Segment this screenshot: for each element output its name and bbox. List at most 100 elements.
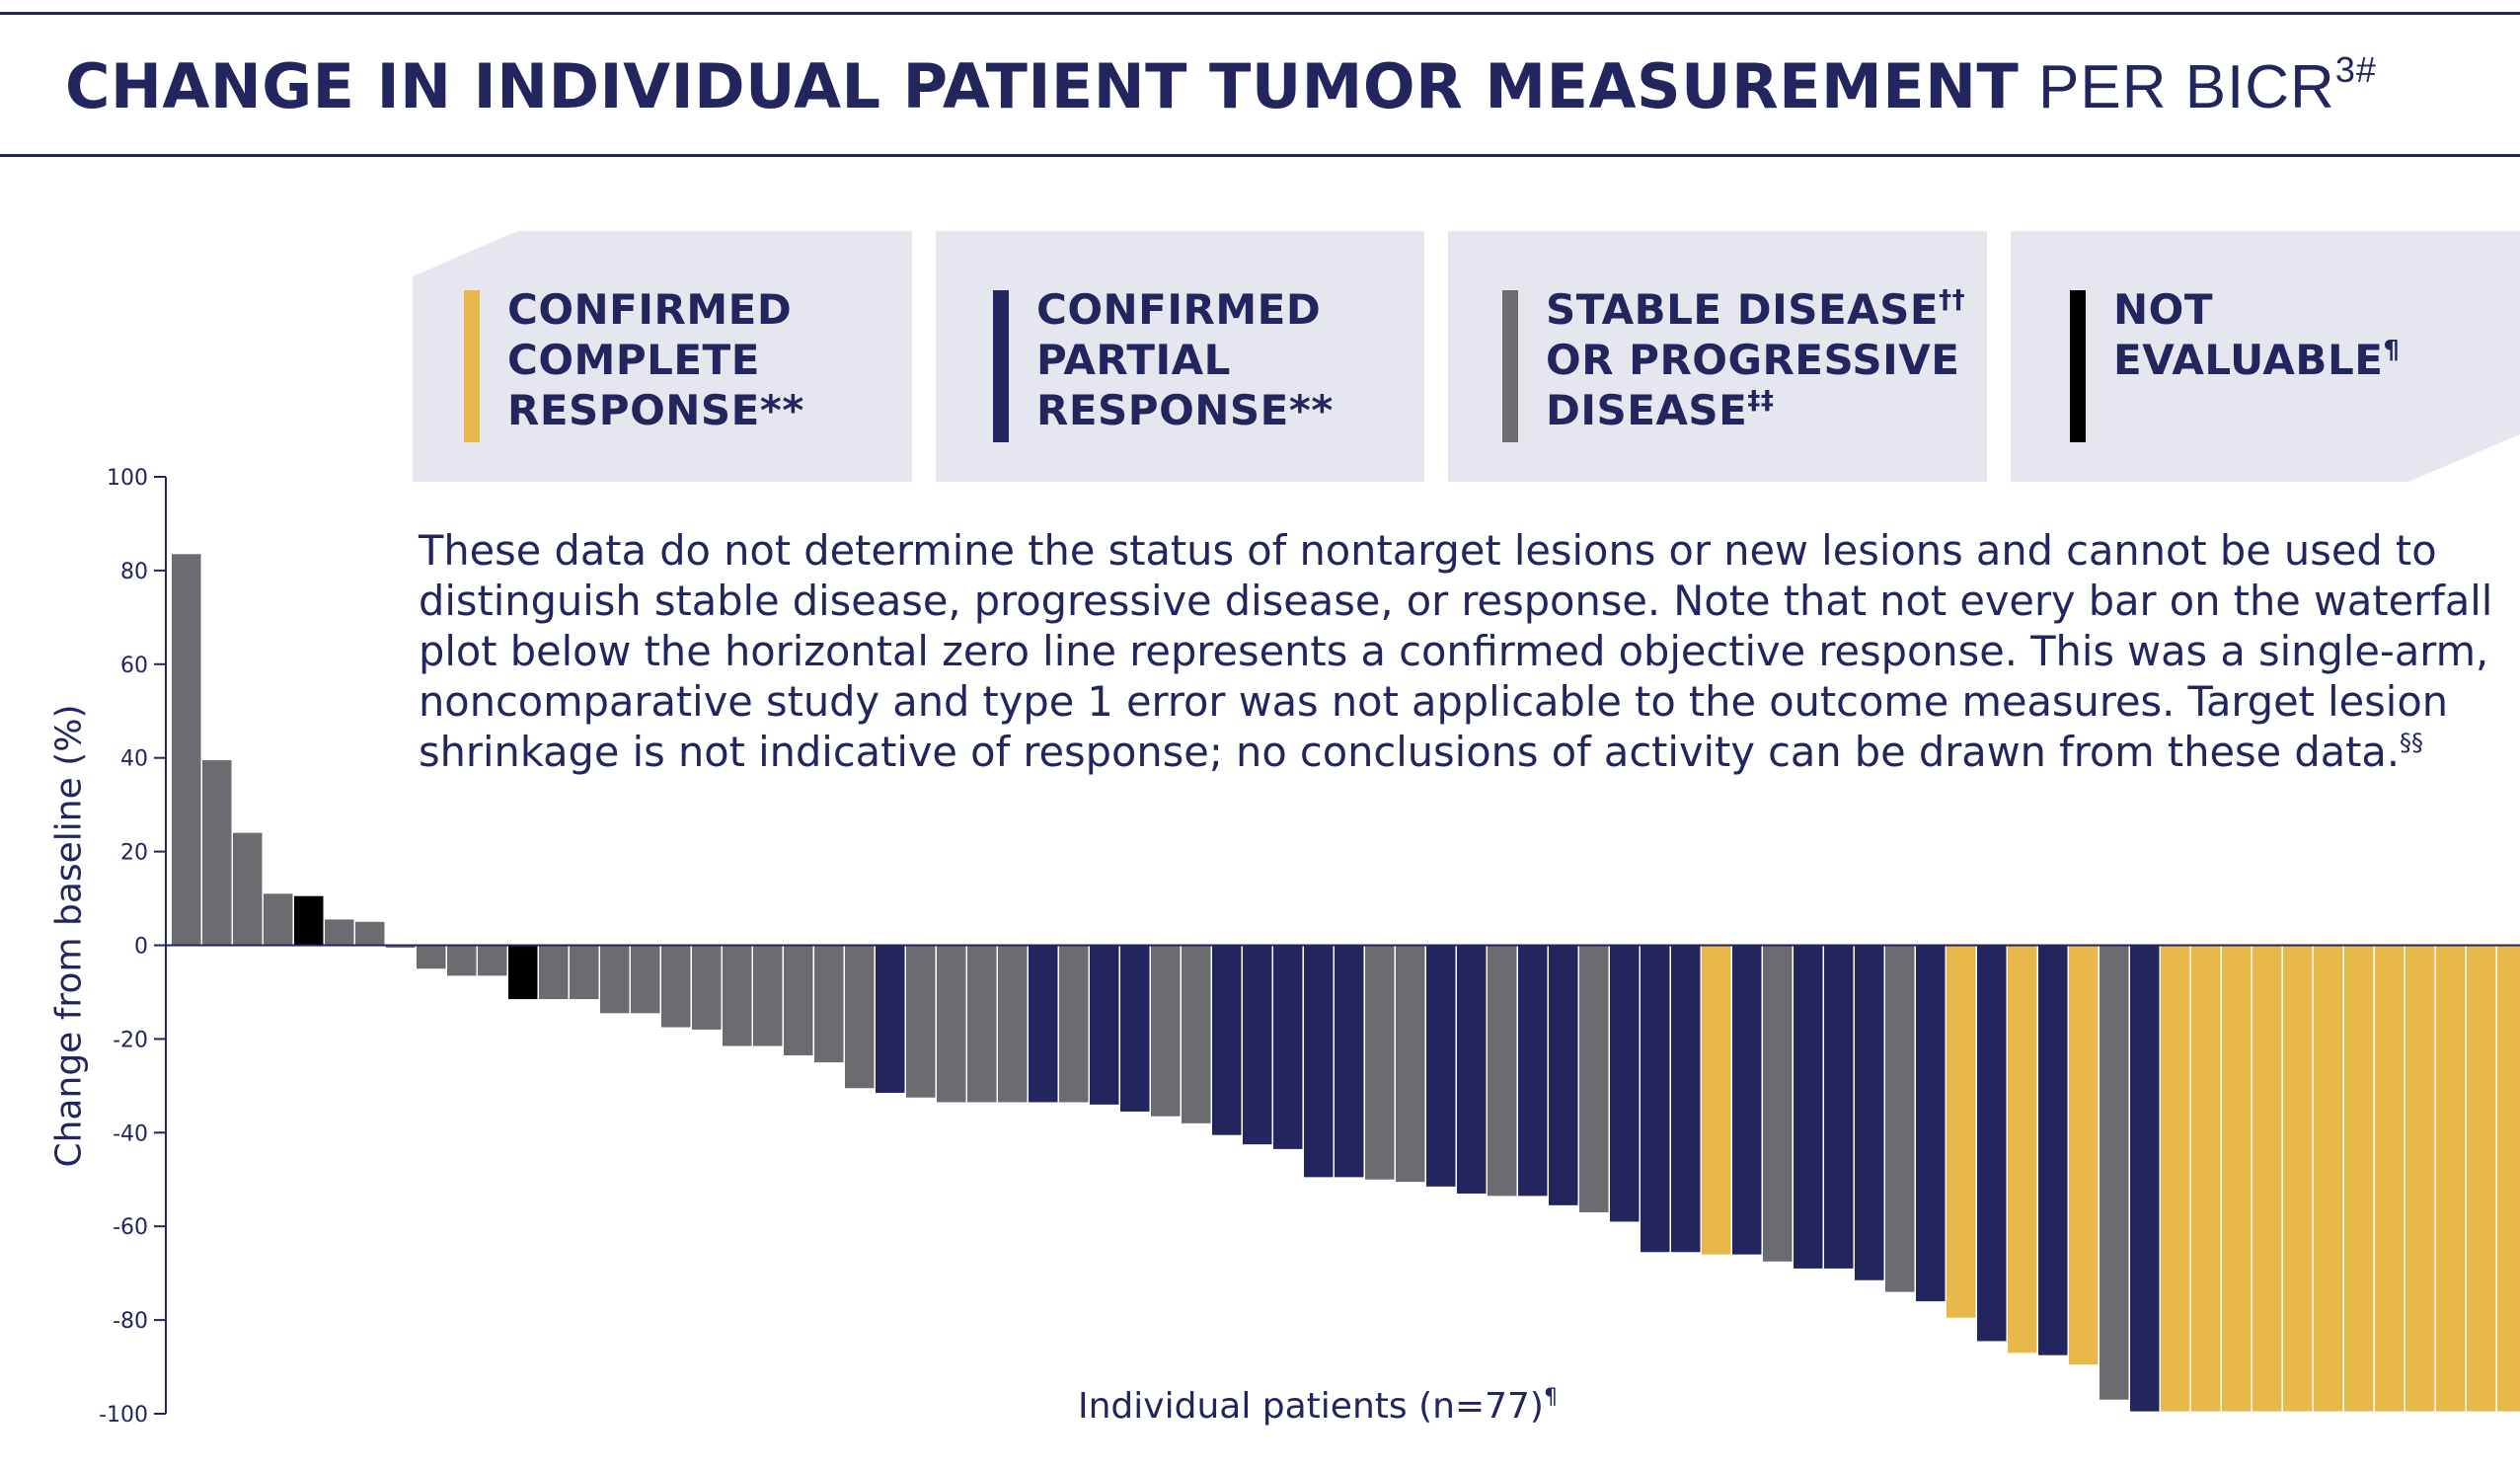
bar-patient-2: [202, 760, 232, 946]
bar-patient-4: [264, 893, 293, 946]
legend-line: NOT: [2113, 284, 2400, 335]
legend-line: RESPONSE**: [1036, 385, 1334, 435]
bar-patient-28: [998, 945, 1028, 1103]
legend-line-text: NOT: [2113, 285, 2214, 334]
legend-line: PARTIAL: [1036, 335, 1334, 385]
y-tick-label: 20: [120, 841, 148, 866]
title-rule-top: [0, 12, 2520, 15]
bar-patient-76: [2467, 945, 2496, 1412]
bar-patient-45: [1518, 945, 1548, 1197]
legend-label: CONFIRMED COMPLETE RESPONSE**: [507, 284, 804, 435]
bar-patient-33: [1151, 945, 1181, 1117]
y-axis: 100 80 60 40 20 0 -20 -40 -60 -80 -100: [99, 466, 167, 1428]
legend-line-text: EVALUABLE: [2113, 336, 2384, 384]
bar-patient-71: [2314, 945, 2343, 1412]
note-text: These data do not determine the status o…: [419, 526, 2493, 776]
legend-box-3: [1448, 231, 1987, 482]
bar-patient-40: [1365, 945, 1395, 1180]
bar-patient-56: [1855, 945, 1884, 1280]
y-tick-label: -100: [99, 1403, 148, 1428]
legend-line-text: OR PROGRESSIVE: [1546, 336, 1960, 384]
bar-patient-35: [1212, 945, 1242, 1135]
bar-patient-64: [2100, 945, 2129, 1400]
bar-patient-36: [1243, 945, 1272, 1145]
bar-patient-44: [1488, 945, 1517, 1197]
bar-patient-47: [1579, 945, 1609, 1212]
title-bold: CHANGE IN INDIVIDUAL PATIENT TUMOR MEASU…: [65, 50, 2020, 122]
title-area: CHANGE IN INDIVIDUAL PATIENT TUMOR MEASU…: [0, 0, 2520, 158]
bar-patient-30: [1059, 945, 1089, 1103]
bar-patient-41: [1396, 945, 1425, 1183]
bar-patient-39: [1335, 945, 1364, 1178]
bar-patient-46: [1549, 945, 1578, 1205]
bar-patient-17: [661, 945, 691, 1028]
bar-patient-60: [1977, 945, 2007, 1342]
legend-line-text: CONFIRMED: [507, 285, 793, 334]
bar-patient-73: [2375, 945, 2405, 1412]
bar-patient-58: [1916, 945, 1946, 1302]
legend-line-sup: ††: [1939, 285, 1966, 315]
bar-patient-7: [355, 921, 385, 946]
title-light: PER BICR: [2038, 53, 2335, 121]
bar-patient-37: [1273, 945, 1303, 1149]
legend-swatch: [2070, 290, 2086, 442]
legend-box-1: [413, 231, 912, 482]
bar-patient-54: [1794, 945, 1823, 1269]
bar-patient-15: [600, 945, 630, 1014]
legend-label: CONFIRMED PARTIAL RESPONSE**: [1036, 284, 1334, 435]
bar-patient-31: [1090, 945, 1119, 1105]
bar-patient-68: [2222, 945, 2252, 1412]
bar-patient-43: [1457, 945, 1487, 1194]
bar-patient-70: [2283, 945, 2313, 1412]
bar-patient-16: [631, 945, 660, 1014]
legend-line: EVALUABLE¶: [2113, 335, 2400, 385]
bar-patient-24: [876, 945, 905, 1093]
bar-patient-32: [1120, 945, 1150, 1112]
bar-patient-63: [2069, 945, 2099, 1365]
legend-line-sup: ‡‡: [1747, 386, 1775, 416]
y-tick-label: -80: [113, 1309, 148, 1334]
x-axis-label-sup: ¶: [1543, 1385, 1558, 1410]
bar-patient-10: [447, 945, 477, 976]
bar-patient-77: [2497, 945, 2520, 1412]
bar-patient-61: [2008, 945, 2037, 1353]
legend-line: STABLE DISEASE††: [1546, 284, 1965, 335]
title-sup: 3#: [2334, 49, 2377, 90]
bar-patient-27: [967, 945, 997, 1103]
bar-patient-67: [2191, 945, 2221, 1412]
bar-patient-75: [2436, 945, 2466, 1412]
y-tick-label: 60: [120, 654, 148, 678]
legend-line-text: DISEASE: [1546, 386, 1748, 434]
bar-patient-20: [753, 945, 783, 1046]
y-tick-label: 80: [120, 560, 148, 584]
bar-patient-66: [2161, 945, 2190, 1412]
y-tick-label: 40: [120, 747, 148, 772]
bar-patient-19: [723, 945, 752, 1046]
legend-line: DISEASE‡‡: [1546, 385, 1965, 435]
legend-line-sup: ¶: [2383, 336, 2401, 365]
bar-patient-55: [1824, 945, 1854, 1269]
bar-patient-65: [2130, 945, 2160, 1412]
title-rule-bottom: [0, 154, 2520, 157]
bar-patient-42: [1426, 945, 1456, 1187]
y-tick-label: -60: [113, 1215, 148, 1240]
bar-patient-34: [1182, 945, 1211, 1123]
bar-patient-48: [1610, 945, 1640, 1222]
legend-label: STABLE DISEASE†† OR PROGRESSIVE DISEASE‡‡: [1546, 284, 1965, 435]
legend-line: RESPONSE**: [507, 385, 804, 435]
y-tick-label: 0: [134, 935, 148, 960]
legend-shapes: [413, 231, 2520, 482]
legend-line-text: RESPONSE**: [507, 386, 804, 434]
bar-patient-72: [2344, 945, 2374, 1412]
bar-patient-21: [784, 945, 813, 1056]
legend-box-4: [2011, 231, 2520, 482]
y-tick-label: 100: [107, 466, 148, 491]
legend-box-2: [936, 231, 1424, 482]
bar-patient-6: [325, 919, 354, 946]
bar-patient-1: [172, 554, 201, 946]
bar-patient-38: [1304, 945, 1334, 1178]
bar-patient-5: [294, 895, 324, 946]
y-tick-label: -40: [113, 1121, 148, 1146]
bar-patient-59: [1947, 945, 1976, 1318]
bars: [172, 554, 2520, 1412]
